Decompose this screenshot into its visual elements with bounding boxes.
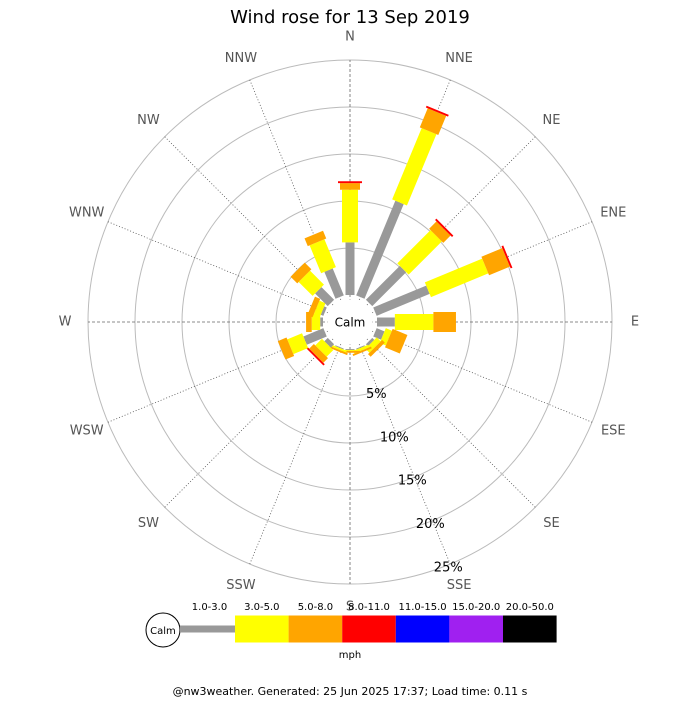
direction-label: ENE bbox=[600, 205, 626, 220]
bar-segment bbox=[394, 314, 434, 330]
bar-segment bbox=[356, 200, 404, 299]
legend-label: 3.0-5.0 bbox=[244, 602, 279, 613]
bar-segment bbox=[377, 317, 395, 327]
bar-segment bbox=[313, 300, 326, 318]
legend-label: 11.0-15.0 bbox=[399, 602, 447, 613]
bar-segment bbox=[315, 287, 335, 307]
direction-label: SSW bbox=[226, 578, 256, 593]
direction-label: NNE bbox=[445, 51, 473, 66]
bar-segment bbox=[345, 349, 355, 350]
bar-segment bbox=[429, 221, 451, 243]
ring-label: 20% bbox=[416, 517, 445, 532]
legend-swatch bbox=[503, 615, 557, 643]
bar-segment bbox=[501, 245, 513, 269]
bar-segment bbox=[320, 317, 323, 327]
legend-calm-label: Calm bbox=[150, 626, 176, 637]
legend-label: 20.0-50.0 bbox=[506, 602, 554, 613]
direction-label: NW bbox=[137, 113, 160, 128]
bar-segment bbox=[306, 347, 325, 366]
legend-swatch bbox=[180, 625, 235, 633]
direction-label: SE bbox=[543, 516, 559, 531]
bar-segment bbox=[435, 218, 454, 237]
bar-segment bbox=[481, 248, 510, 276]
direction-label: W bbox=[59, 315, 72, 330]
bar-segment bbox=[425, 105, 449, 117]
bar-segment bbox=[335, 345, 344, 350]
legend-label: 1.0-3.0 bbox=[192, 602, 227, 613]
bar-segment bbox=[340, 183, 360, 190]
direction-label: NE bbox=[543, 113, 561, 128]
bar-segment bbox=[433, 312, 456, 332]
legend-label: 8.0-11.0 bbox=[348, 602, 390, 613]
direction-label: N bbox=[345, 30, 355, 45]
bar-segment bbox=[424, 258, 489, 298]
legend-swatch bbox=[395, 615, 450, 643]
bar-segment bbox=[392, 128, 437, 206]
direction-label: NNW bbox=[225, 51, 257, 66]
ring-label: 15% bbox=[398, 474, 427, 489]
direction-label: WSW bbox=[70, 424, 104, 439]
bar-segment bbox=[303, 328, 327, 345]
bar-segment bbox=[397, 230, 442, 275]
bar-segment bbox=[324, 268, 344, 299]
legend-swatch bbox=[342, 615, 396, 643]
bar-segment bbox=[309, 343, 329, 363]
bar-segment bbox=[290, 262, 312, 284]
bar-segment bbox=[365, 265, 407, 307]
bar-segment bbox=[365, 337, 375, 347]
direction-label: S bbox=[346, 600, 354, 615]
bar-segment bbox=[419, 108, 447, 136]
direction-label: SW bbox=[138, 516, 159, 531]
bar-segment bbox=[307, 296, 321, 318]
direction-label: E bbox=[631, 315, 639, 330]
direction-label: WNW bbox=[69, 205, 105, 220]
bar-segment bbox=[304, 230, 327, 247]
bar-segment bbox=[338, 181, 362, 184]
legend-label: 5.0-8.0 bbox=[298, 602, 333, 613]
calm-label: Calm bbox=[335, 316, 366, 330]
legend-swatch bbox=[235, 615, 289, 643]
bar-segment bbox=[328, 345, 348, 356]
bar-segment bbox=[342, 189, 358, 243]
bar-segment bbox=[345, 242, 355, 295]
ring-label: 5% bbox=[366, 387, 387, 402]
ring-label: 25% bbox=[434, 561, 463, 576]
legend-swatch bbox=[449, 615, 503, 643]
bar-segment bbox=[373, 285, 430, 316]
chart-title: Wind rose for 13 Sep 2019 bbox=[230, 7, 470, 28]
bar-segment bbox=[311, 314, 321, 330]
direction-label: SSE bbox=[447, 578, 472, 593]
bar-segment bbox=[385, 328, 408, 354]
legend-unit: mph bbox=[339, 650, 361, 661]
bar-segment bbox=[324, 337, 335, 348]
bar-segment bbox=[331, 344, 347, 353]
bar-segment bbox=[287, 333, 309, 355]
legend-swatch bbox=[288, 615, 343, 643]
bar-segment bbox=[309, 239, 336, 274]
bar-segment bbox=[277, 337, 295, 360]
bar-segment bbox=[306, 312, 312, 332]
bar-segment bbox=[302, 229, 325, 240]
ring-label: 10% bbox=[380, 430, 409, 445]
bar-segment bbox=[352, 346, 372, 356]
direction-label: ESE bbox=[601, 424, 626, 439]
calm-circle bbox=[327, 299, 373, 345]
bar-segment bbox=[356, 345, 365, 350]
legend-label: 15.0-20.0 bbox=[452, 602, 500, 613]
footer: @nw3weather. Generated: 25 Jun 2025 17:3… bbox=[173, 685, 528, 698]
bar-segment bbox=[368, 340, 385, 357]
bar-segment bbox=[373, 328, 385, 340]
bar-segment bbox=[320, 306, 327, 316]
bar-segment bbox=[298, 270, 324, 296]
bar-segment bbox=[315, 338, 334, 357]
